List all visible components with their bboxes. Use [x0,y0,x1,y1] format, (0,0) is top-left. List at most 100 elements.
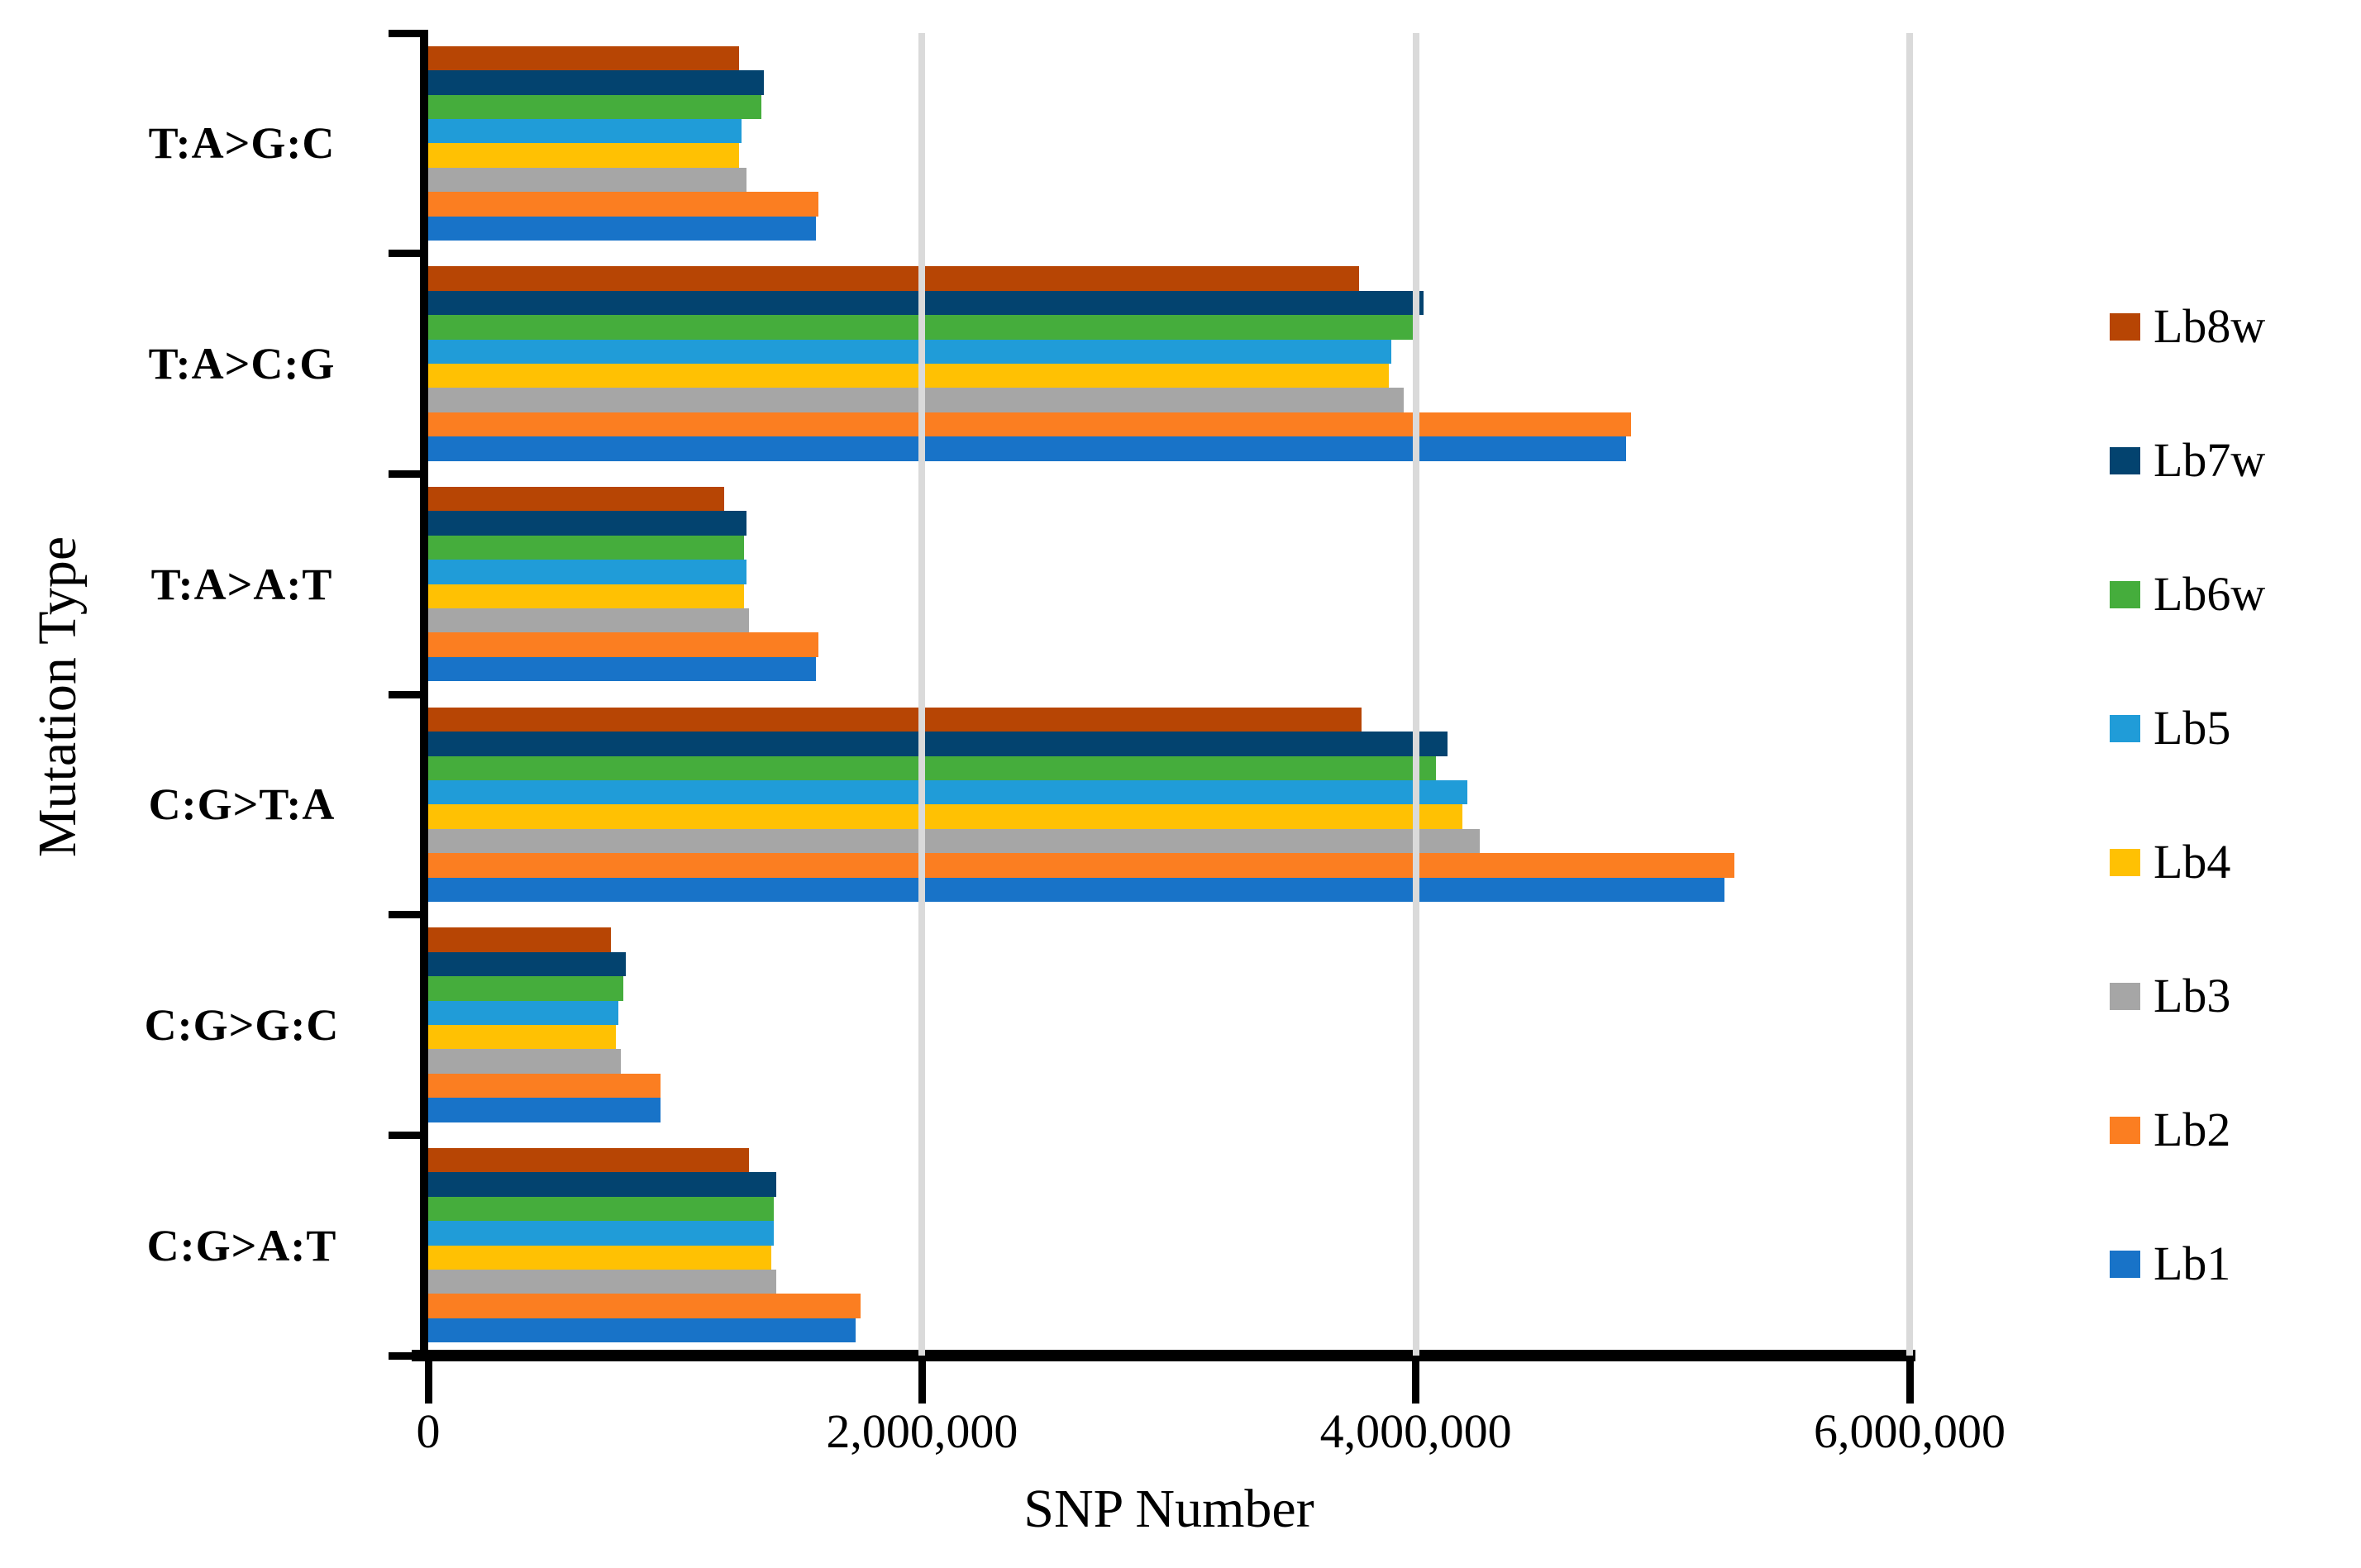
legend-swatch [2110,848,2140,876]
legend-item: Lb8w [2110,303,2265,350]
bar [428,755,1436,780]
bar [428,951,626,977]
bar [428,45,740,71]
category-label: C:G>G:C [144,1000,340,1050]
category-label: T:A>C:G [148,339,336,388]
bar [428,192,818,217]
legend-swatch [2110,312,2140,341]
bar [428,511,747,536]
bar [428,1000,618,1025]
bar [428,656,816,682]
legend-label: Lb6w [2154,567,2266,621]
legend-item: Lb5 [2110,704,2230,752]
category-label: T:A>A:T [150,559,333,609]
category-label: C:G>T:A [148,779,336,830]
bar [428,487,725,512]
bar [428,339,1391,364]
bar [428,1073,661,1099]
x-axis-tick [424,1356,432,1404]
bar [428,707,1362,732]
legend-item: Lb4 [2110,838,2230,886]
bar [428,364,1389,388]
legend-swatch [2110,714,2140,742]
y-axis-tick [389,250,428,258]
bar [428,412,1631,437]
bar [428,1196,775,1222]
y-axis-tick [389,29,428,37]
x-tick-label: 6,000,000 [1814,1404,2006,1458]
bar [428,1270,777,1294]
legend-swatch [2110,982,2140,1010]
legend-label: Lb5 [2154,701,2231,755]
gridline [918,33,926,1356]
bar [428,1294,861,1318]
legend-swatch [2110,446,2140,474]
x-axis-tick [918,1356,926,1404]
x-tick-label: 4,000,000 [1319,1404,1512,1458]
y-axis-tick [389,469,428,478]
bar [428,828,1481,854]
y-axis-line [420,33,428,1356]
y-axis-title: Mutation Type [27,536,88,858]
y-axis-tick [389,911,428,919]
bar [428,266,1359,291]
bar [428,70,765,95]
legend-label: Lb3 [2154,969,2231,1022]
bar [428,1025,616,1050]
bar [428,976,623,1001]
bar [428,167,747,193]
bar [428,732,1448,756]
bar [428,779,1468,805]
gridline [1412,33,1419,1356]
bar [428,216,816,241]
gridline [1906,33,1913,1356]
bar [428,535,745,560]
legend-item: Lb7w [2110,436,2265,484]
legend-swatch [2110,580,2140,608]
x-axis-tick [1412,1356,1420,1404]
legend-label: Lb1 [2154,1237,2231,1290]
legend-item: Lb1 [2110,1240,2230,1288]
bar [428,118,742,144]
legend-label: Lb7w [2154,433,2266,487]
x-tick-label: 0 [416,1404,441,1458]
category-label: T:A>G:C [148,118,336,169]
bar [428,1098,661,1122]
bar [428,927,611,952]
bar [428,853,1734,878]
y-axis-tick [389,1351,428,1360]
legend-swatch [2110,1250,2140,1278]
category-label: C:G>A:T [146,1220,337,1270]
x-axis-line [412,1350,1915,1361]
bar [428,94,762,119]
bar [428,1049,621,1074]
bar [428,632,818,657]
bar [428,1318,856,1343]
bar [428,608,750,633]
legend-label: Lb8w [2154,299,2266,353]
bar [428,584,745,609]
legend-label: Lb2 [2154,1103,2231,1156]
bar [428,804,1463,829]
bar [428,290,1424,316]
bar [428,143,740,168]
bar [428,1148,750,1173]
legend-swatch [2110,1116,2140,1144]
x-axis-tick [1905,1356,1914,1404]
bar [428,1245,772,1270]
y-axis-tick [389,690,428,698]
bar [428,436,1626,461]
bar [428,560,747,584]
bar [428,1221,775,1246]
bar [428,877,1724,902]
y-axis-tick [389,1131,428,1139]
legend-item: Lb3 [2110,972,2230,1020]
legend-item: Lb2 [2110,1106,2230,1154]
legend-item: Lb6w [2110,570,2265,618]
bar [428,388,1404,412]
x-axis-title: SNP Number [1023,1479,1314,1539]
x-tick-label: 2,000,000 [826,1404,1018,1458]
legend-label: Lb4 [2154,835,2231,889]
bar [428,1172,777,1197]
